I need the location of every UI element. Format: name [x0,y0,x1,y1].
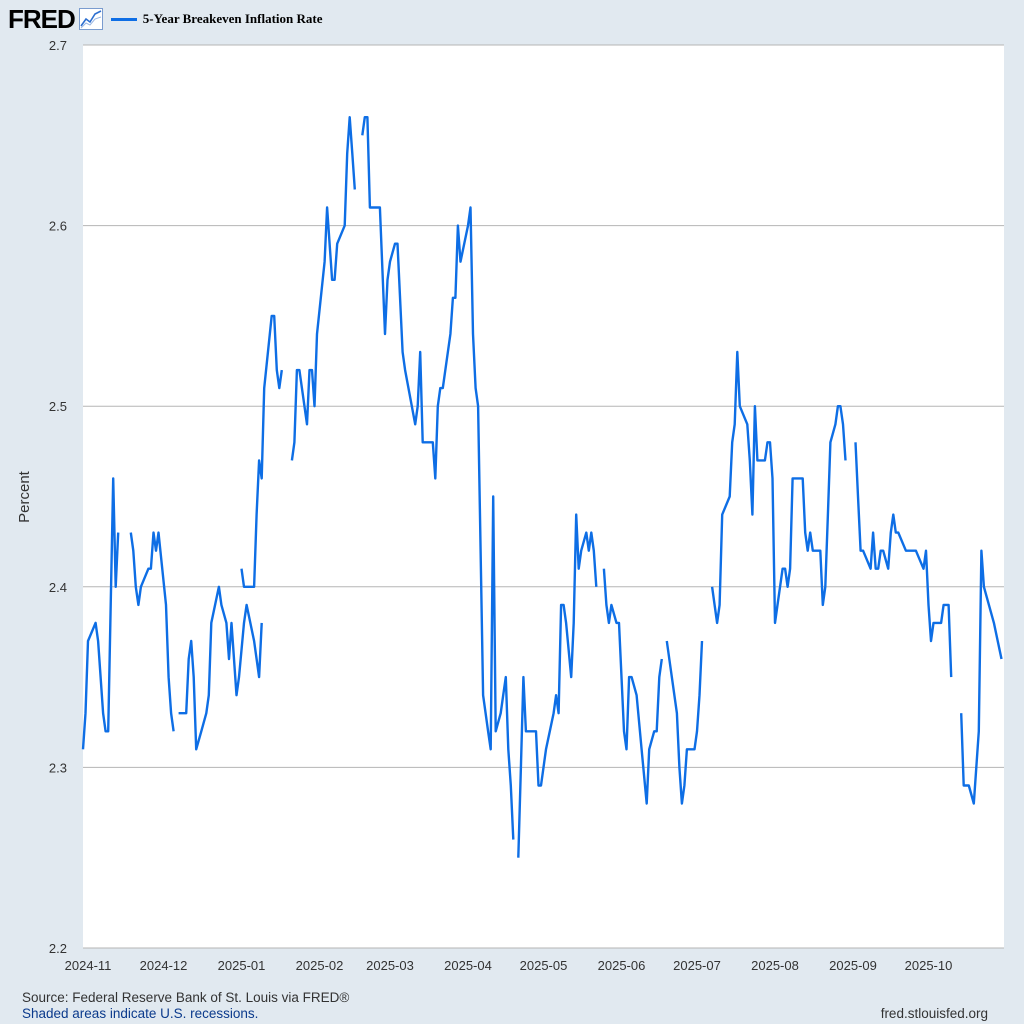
chart-header: FRED 5-Year Breakeven Inflation Rate [8,4,322,34]
x-tick-label: 2025-10 [905,958,953,973]
x-tick-label: 2025-09 [829,958,877,973]
series-line[interactable] [178,585,263,751]
y-axis-ticks: 2.2 2.3 2.4 2.5 2.6 2.7 [49,38,67,956]
x-tick-label: 2025-02 [296,958,344,973]
series-line[interactable] [710,350,847,625]
series-line[interactable] [602,568,663,805]
series-line[interactable] [81,477,120,750]
series-group [81,116,1003,858]
x-tick-label: 2025-06 [598,958,646,973]
grid-lines [83,44,1004,949]
series-line[interactable] [960,549,1003,805]
chart-footer: Source: Federal Reserve Bank of St. Loui… [22,990,349,1022]
x-tick-label: 2025-04 [444,958,492,973]
x-tick-label: 2025-01 [218,958,266,973]
source-note: Source: Federal Reserve Bank of St. Loui… [22,990,350,1005]
trend-chart-icon [78,8,103,30]
site-link[interactable]: fred.stlouisfed.org [880,1006,988,1021]
series-line[interactable] [665,640,704,805]
chart-legend[interactable]: 5-Year Breakeven Inflation Rate [110,11,323,27]
x-tick-label: 2024-11 [65,958,112,973]
y-tick-label: 2.6 [49,219,67,234]
legend-swatch [110,17,137,21]
y-tick-label: 2.3 [49,760,67,775]
y-tick-label: 2.4 [49,580,67,595]
fred-logo[interactable]: FRED [8,3,76,34]
y-tick-label: 2.2 [49,941,67,956]
y-tick-label: 2.7 [49,38,67,53]
series-line[interactable] [517,513,598,858]
x-tick-label: 2025-03 [366,958,414,973]
recession-note: Shaded areas indicate U.S. recessions. [22,1006,259,1021]
x-tick-label: 2025-07 [673,958,721,973]
legend-label: 5-Year Breakeven Inflation Rate [142,11,323,26]
x-tick-label: 2024-12 [140,958,188,973]
y-tick-label: 2.5 [49,399,67,414]
series-line[interactable] [290,116,356,461]
x-axis-ticks: 2024-11 2024-12 2025-01 2025-02 2025-03 2025-… [65,958,953,973]
series-line[interactable] [129,531,175,732]
x-tick-label: 2025-08 [751,958,799,973]
series-line[interactable] [361,116,515,840]
y-axis-label: Percent [16,470,33,523]
x-tick-label: 2025-05 [520,958,568,973]
series-line[interactable] [854,442,953,678]
plot-area [83,45,1004,948]
series-line[interactable] [240,314,283,588]
